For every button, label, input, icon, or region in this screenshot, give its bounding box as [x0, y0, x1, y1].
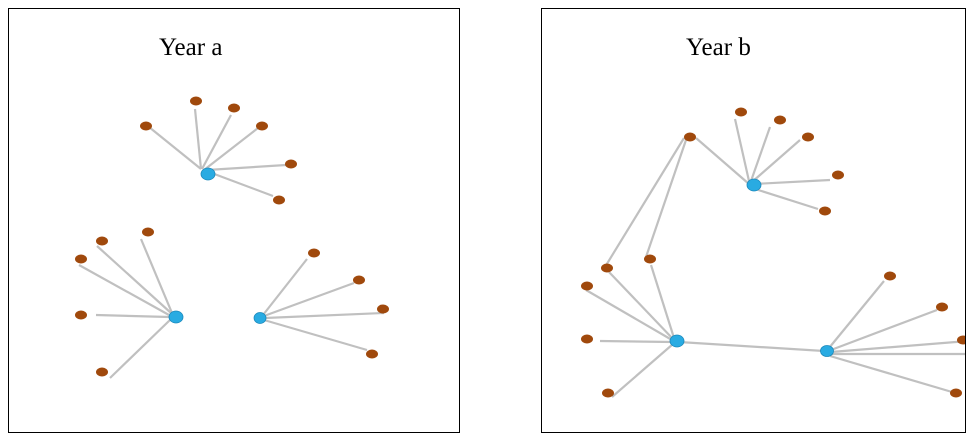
edge [193, 108, 203, 170]
edge [78, 264, 170, 316]
network-diagram [75, 96, 389, 379]
edge [585, 289, 673, 341]
edge [95, 313, 170, 319]
edge [830, 308, 938, 352]
leaf-node [802, 132, 814, 142]
hub-node [253, 312, 267, 324]
edge [203, 127, 259, 171]
edge [599, 339, 673, 344]
edge [829, 354, 953, 394]
edge [649, 264, 676, 339]
edge [751, 186, 819, 211]
edge [263, 281, 355, 318]
leaf-node [228, 103, 240, 113]
leaf-node [75, 254, 87, 264]
leaf-node [601, 263, 613, 273]
leaf-node [75, 310, 87, 320]
leaf-node [819, 206, 831, 216]
leaf-node [308, 248, 320, 258]
leaf-node [256, 121, 268, 131]
edge [749, 126, 772, 182]
panel-title: Year a [159, 34, 223, 61]
edge [611, 343, 674, 398]
edge [733, 118, 751, 182]
edge [264, 311, 385, 320]
leaf-node [735, 107, 747, 117]
edge [148, 126, 202, 170]
hub-node [200, 167, 216, 181]
edge [208, 170, 274, 198]
leaf-node [957, 335, 965, 345]
leaf-node [353, 275, 365, 285]
edge [201, 114, 232, 170]
edge [139, 238, 174, 314]
edge [678, 340, 825, 353]
hub-node [669, 334, 685, 348]
leaf-node [377, 304, 389, 314]
leaf-node [366, 349, 378, 359]
edge [830, 340, 965, 354]
edge [751, 139, 801, 183]
edge [828, 280, 885, 349]
edge [262, 258, 308, 316]
edge [644, 139, 688, 258]
edge [604, 137, 685, 268]
edge [695, 137, 750, 185]
edge [206, 163, 287, 172]
hub-node [746, 178, 762, 192]
edge [109, 318, 172, 379]
leaf-node [581, 334, 593, 344]
leaf-node [950, 388, 962, 398]
edge [96, 245, 172, 314]
panel-title: Year b [686, 34, 751, 61]
network-diagram [581, 107, 965, 398]
leaf-node [884, 271, 896, 281]
edge [608, 271, 674, 340]
leaf-node [96, 236, 108, 246]
hub-node [168, 310, 184, 324]
leaf-node [832, 170, 844, 180]
leaf-node [644, 254, 656, 264]
leaf-node [96, 367, 108, 377]
leaf-node [142, 227, 154, 237]
leaf-node [581, 281, 593, 291]
network-panel-year-a: Year a [8, 8, 460, 433]
leaf-node [602, 388, 614, 398]
leaf-node [285, 159, 297, 169]
edge [263, 318, 368, 352]
leaf-node [936, 302, 948, 312]
hub-node [820, 345, 834, 357]
edge [753, 178, 831, 186]
leaf-node [273, 195, 285, 205]
leaf-node [684, 132, 696, 142]
leaf-node [774, 115, 786, 125]
network-panel-year-b: Year b [541, 8, 966, 433]
leaf-node [140, 121, 152, 131]
leaf-node [190, 96, 202, 106]
